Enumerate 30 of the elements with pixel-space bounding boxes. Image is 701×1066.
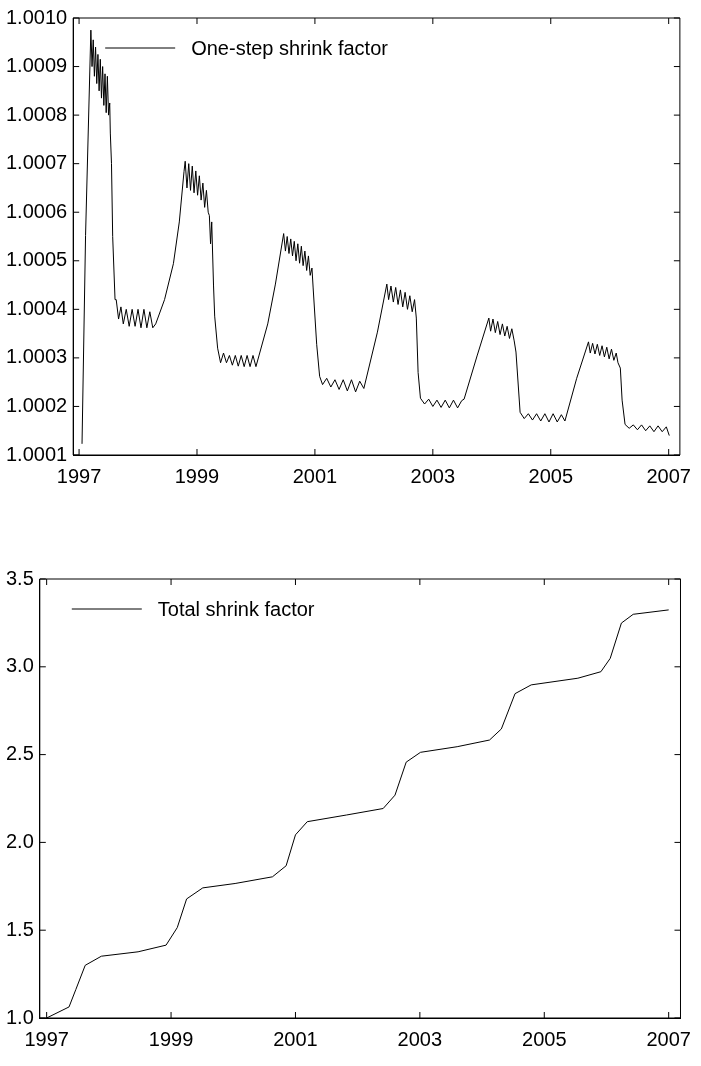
y-tick-label: 2.5 [5, 742, 34, 765]
y-tick-label: 1.0010 [6, 5, 68, 28]
x-tick-label: 1999 [148, 1027, 194, 1050]
x-tick-label: 2007 [646, 1027, 691, 1050]
x-tick-label: 1997 [56, 464, 102, 487]
x-tick-label: 1997 [24, 1027, 69, 1050]
x-tick-label: 2001 [273, 1027, 318, 1050]
legend-label: Total shrink factor [157, 597, 315, 620]
y-tick-label: 1.0008 [6, 102, 68, 125]
x-tick-label: 1999 [174, 464, 220, 487]
y-tick-label: 1.0001 [6, 442, 68, 465]
y-tick-label: 1.0002 [6, 393, 68, 416]
x-tick-label: 2005 [528, 464, 574, 487]
y-tick-label: 1.0009 [6, 54, 68, 77]
legend-label: One-step shrink factor [191, 36, 389, 59]
x-tick-label: 2003 [397, 1027, 443, 1050]
y-tick-label: 2.0 [5, 829, 34, 852]
y-tick-label: 3.5 [5, 566, 34, 589]
x-tick-label: 2005 [522, 1027, 567, 1050]
y-tick-label: 3.0 [5, 654, 34, 677]
x-tick-label: 2001 [292, 464, 338, 487]
y-tick-label: 1.0007 [6, 151, 68, 174]
x-tick-label: 2007 [646, 464, 691, 487]
x-tick-label: 2003 [410, 464, 456, 487]
y-tick-label: 1.0005 [6, 248, 68, 271]
y-tick-label: 1.0006 [6, 199, 68, 222]
y-tick-label: 1.0003 [6, 345, 68, 368]
y-tick-label: 1.0004 [6, 296, 68, 319]
y-tick-label: 1.0 [5, 1005, 34, 1028]
y-tick-label: 1.5 [5, 917, 34, 940]
